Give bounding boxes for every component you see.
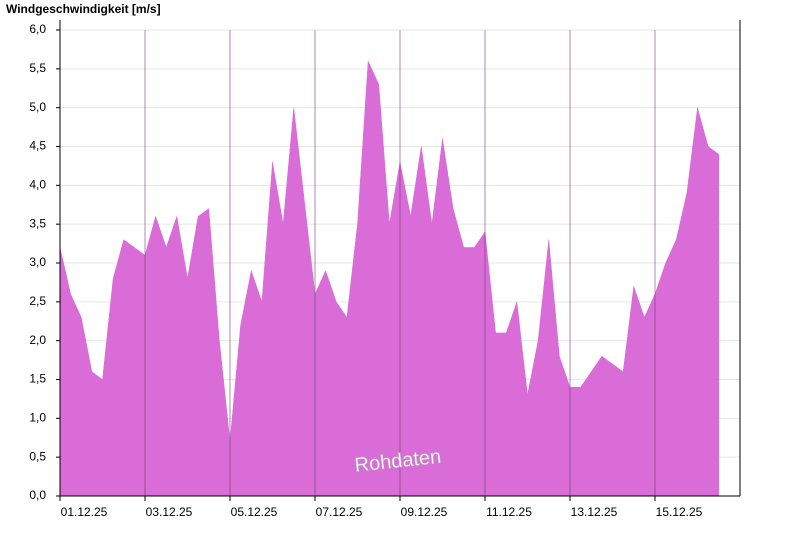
x-tick-label: 09.12.25 <box>401 505 448 519</box>
x-tick-label: 15.12.25 <box>656 505 703 519</box>
y-tick-label: 5,5 <box>29 61 46 75</box>
y-tick-label: 1,0 <box>29 411 46 425</box>
x-tick-label: 11.12.25 <box>486 505 532 519</box>
y-tick-label: 0,5 <box>29 449 46 463</box>
x-tick-label: 01.12.25 <box>61 505 108 519</box>
axes: 0,0 0,5 1,0 1,5 2,0 2,5 3,0 3,5 4,0 4,5 5,0 5,5 6,0 0… <box>29 20 741 519</box>
plot <box>59 60 719 497</box>
y-tick-label: 0,0 <box>29 488 46 502</box>
x-tick-label: 03.12.25 <box>146 505 193 519</box>
x-tick-label: 05.12.25 <box>231 505 278 519</box>
x-tick-label: 07.12.25 <box>316 505 363 519</box>
y-tick-label: 3,0 <box>29 255 46 269</box>
y-tick-label: 4,0 <box>29 178 46 192</box>
y-tick-label: 3,5 <box>29 216 46 230</box>
x-tick-label: 13.12.25 <box>571 505 618 519</box>
y-tick-label: 4,5 <box>29 139 46 153</box>
y-tick-label: 6,0 <box>29 22 46 36</box>
chart-title: Windgeschwindigkeit [m/s] <box>6 2 161 16</box>
y-tick-label: 2,0 <box>29 333 46 347</box>
area <box>59 60 719 497</box>
y-tick-label: 5,0 <box>29 100 46 114</box>
y-tick-label: 2,5 <box>29 294 46 308</box>
y-tick-label: 1,5 <box>29 372 46 386</box>
